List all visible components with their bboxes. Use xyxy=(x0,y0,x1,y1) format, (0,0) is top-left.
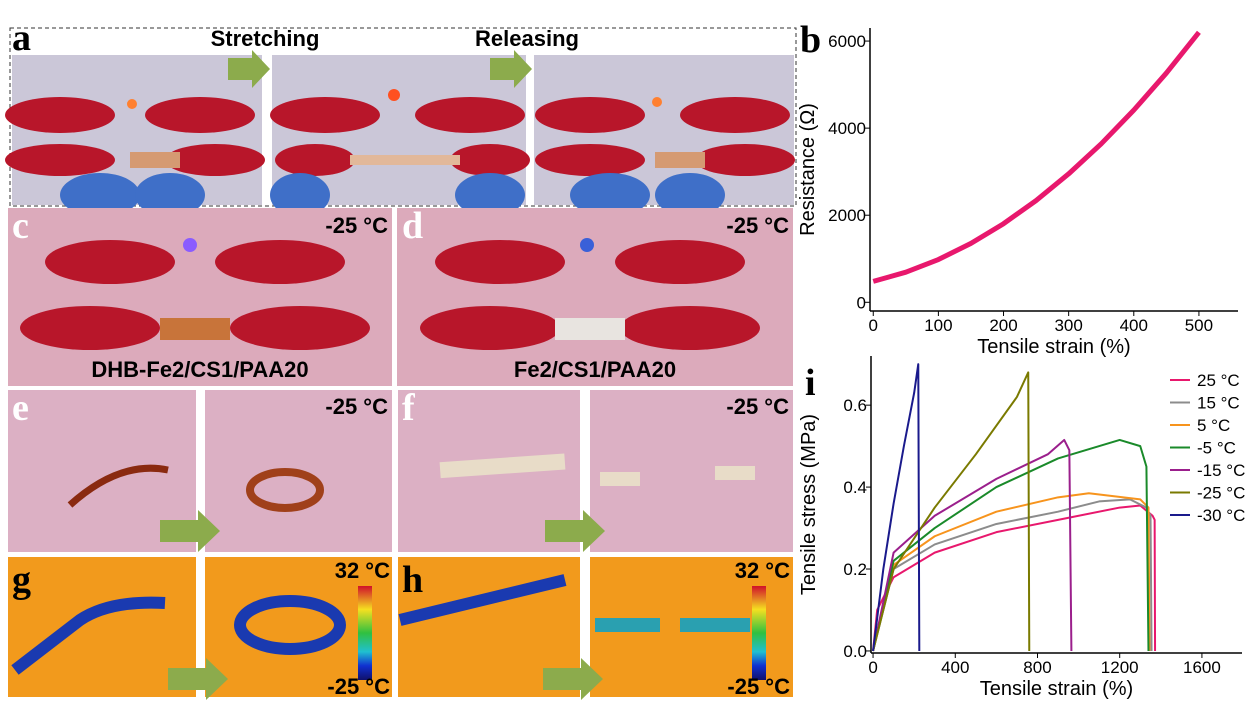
gel xyxy=(600,472,640,486)
x-tick-label: 1200 xyxy=(1101,658,1139,677)
panel-label: g xyxy=(12,559,31,601)
panel-label: e xyxy=(12,387,29,429)
y-tick-label: 0.0 xyxy=(843,642,867,661)
led xyxy=(580,238,594,252)
temperature: -25 °C xyxy=(726,394,789,419)
series-line xyxy=(873,506,1155,651)
figure: a Stretching Releasing b c -25 °C DHB-Fe… xyxy=(0,0,1252,701)
legend-label: -15 °C xyxy=(1197,461,1245,480)
x-tick-label: 200 xyxy=(989,316,1017,335)
legend-label: -30 °C xyxy=(1197,506,1245,525)
thermal-image xyxy=(8,557,196,697)
step-label: Stretching xyxy=(211,26,320,51)
x-tick-label: 500 xyxy=(1185,316,1213,335)
series-line xyxy=(873,372,1029,651)
colorbar xyxy=(358,586,372,680)
y-tick-label: 0.4 xyxy=(843,478,867,497)
caption: Fe2/CS1/PAA20 xyxy=(514,357,676,382)
y-tick-label: 4000 xyxy=(828,119,866,138)
x-tick-label: 400 xyxy=(941,658,969,677)
series-line xyxy=(873,32,1199,281)
led xyxy=(652,97,662,107)
legend-label: 15 °C xyxy=(1197,394,1240,413)
series-line xyxy=(873,440,1071,651)
led xyxy=(183,238,197,252)
x-tick-label: 100 xyxy=(924,316,952,335)
y-tick-label: 2000 xyxy=(828,206,866,225)
series-line xyxy=(873,493,1149,651)
panel-label: f xyxy=(402,387,416,429)
panel-label: b xyxy=(800,19,821,61)
panel-label: a xyxy=(12,17,31,59)
x-tick-label: 800 xyxy=(1023,658,1051,677)
scale-min: -25 °C xyxy=(727,674,790,699)
temperature: -25 °C xyxy=(325,213,388,238)
y-axis-title: Resistance (Ω) xyxy=(797,103,819,236)
x-axis-title: Tensile strain (%) xyxy=(980,678,1133,700)
panel-label: h xyxy=(402,559,423,601)
x-tick-label: 0 xyxy=(868,658,877,677)
y-axis-title: Tensile stress (MPa) xyxy=(798,414,820,595)
x-tick-label: 1600 xyxy=(1183,658,1221,677)
temperature: -25 °C xyxy=(325,394,388,419)
scale-min: -25 °C xyxy=(327,674,390,699)
y-tick-label: 6000 xyxy=(828,32,866,51)
legend-label: 5 °C xyxy=(1197,416,1230,435)
legend-label: 25 °C xyxy=(1197,371,1240,390)
y-tick-label: 0.2 xyxy=(843,560,867,579)
x-tick-label: 0 xyxy=(869,316,878,335)
caption: DHB-Fe2/CS1/PAA20 xyxy=(91,357,308,382)
gel xyxy=(350,155,460,165)
scale-max: 32 °C xyxy=(335,558,390,583)
page: a Stretching Releasing b c -25 °C DHB-Fe… xyxy=(0,0,1252,701)
x-axis-title: Tensile strain (%) xyxy=(977,336,1130,358)
gel xyxy=(130,152,180,168)
legend-label: -5 °C xyxy=(1197,439,1236,458)
x-tick-label: 400 xyxy=(1120,316,1148,335)
scale-max: 32 °C xyxy=(735,558,790,583)
gel xyxy=(555,318,625,340)
series-line xyxy=(873,364,919,651)
x-tick-label: 300 xyxy=(1054,316,1082,335)
y-tick-label: 0.6 xyxy=(843,396,867,415)
panel-label: i xyxy=(805,362,816,404)
step-label: Releasing xyxy=(475,26,579,51)
gel xyxy=(655,152,705,168)
legend-label: -25 °C xyxy=(1197,484,1245,503)
colorbar xyxy=(752,586,766,680)
led xyxy=(388,89,400,101)
gel xyxy=(715,466,755,480)
series-line xyxy=(873,499,1152,651)
panel-label: c xyxy=(12,205,29,247)
y-tick-label: 0 xyxy=(857,293,866,312)
gel xyxy=(160,318,230,340)
temperature: -25 °C xyxy=(726,213,789,238)
panel-label: d xyxy=(402,205,423,247)
led xyxy=(127,99,137,109)
